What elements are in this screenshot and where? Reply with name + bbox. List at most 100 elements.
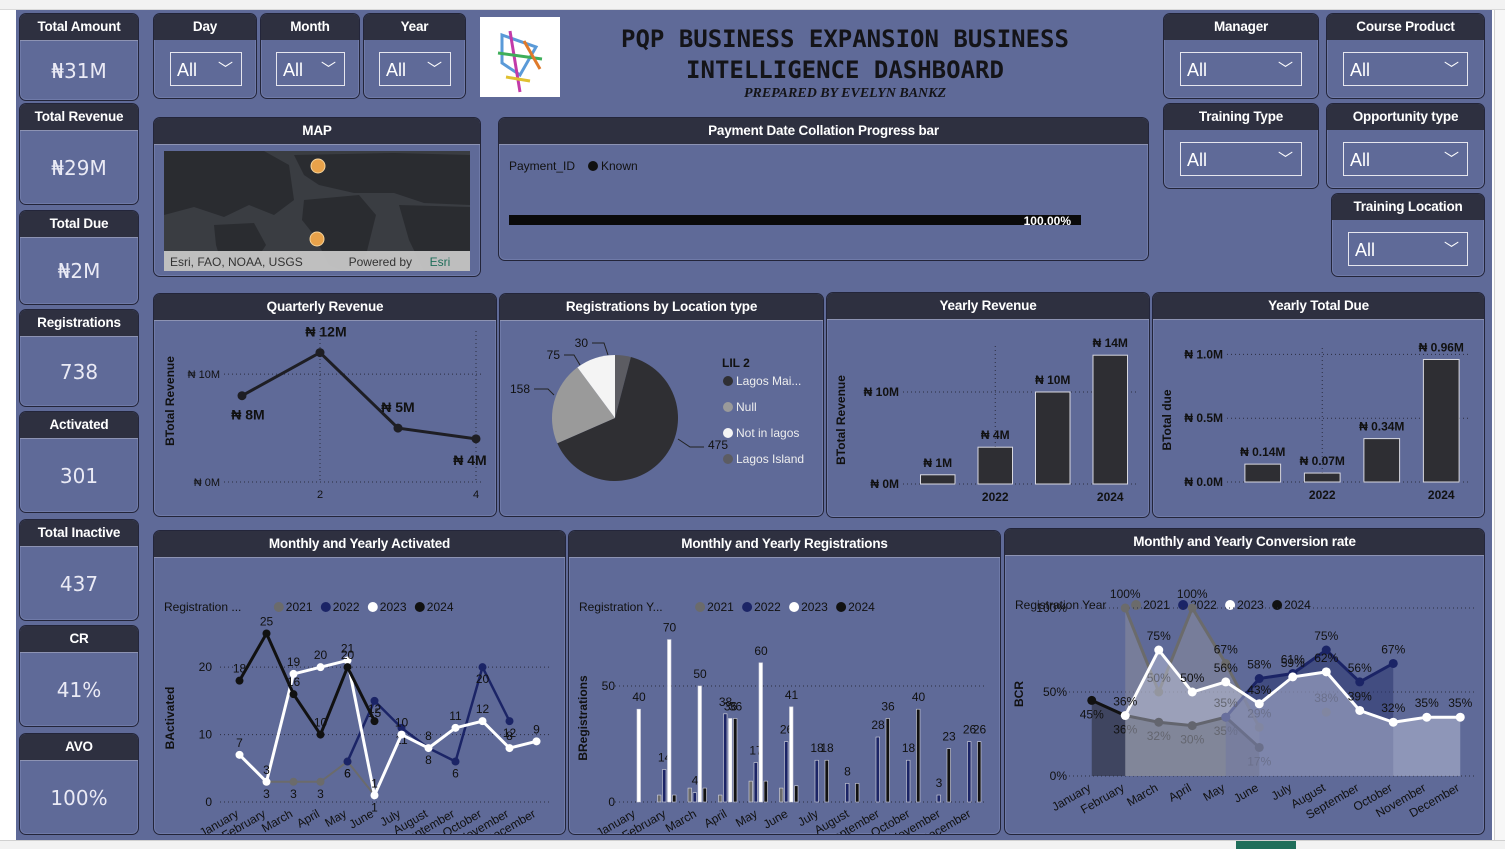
slicer-opportunity-type[interactable]: Opportunity type All ﹀ [1326, 103, 1485, 189]
training-location-dropdown[interactable]: All ﹀ [1348, 232, 1468, 266]
slicer-training-location[interactable]: Training Location All ﹀ [1331, 193, 1485, 277]
data-point [316, 777, 325, 786]
yearly-revenue-chart[interactable]: ₦ 0M ₦ 10M ₦ 1M ₦ 4M ₦ 10M ₦ 14M 2022 2024 BTota… [827, 320, 1150, 518]
yearly-due-panel: Yearly Total Due ₦ 0.0M ₦ 0.5M ₦ 1.0M ₦ 0.1… [1152, 292, 1485, 518]
data-point [316, 663, 325, 672]
data-label: 18 [902, 741, 916, 755]
kpi-card: CR 41% [19, 625, 139, 727]
monthly-activated-chart[interactable]: Registration ... 2021 2022 2023 202401020BAc… [154, 558, 566, 835]
data-point [237, 391, 247, 401]
y-tick-label: 0 [608, 795, 615, 809]
data-label: 40 [632, 690, 646, 704]
slicer-training-type[interactable]: Training Type All ﹀ [1163, 103, 1319, 189]
kpi-card: Total Due ₦2M [19, 210, 139, 305]
x-tick-label: 2022 [982, 490, 1009, 504]
bar [758, 662, 763, 803]
location-pie-chart[interactable]: 475 158 75 30 LIL 2 Lagos Mai... Null Not in la… [500, 321, 824, 517]
kpi-label: Total Inactive [20, 520, 138, 546]
legend-marker [723, 402, 733, 412]
data-label: 10 [314, 716, 328, 730]
y-tick-label: ₦ 10M [864, 385, 899, 399]
data-label: 50% [1147, 671, 1171, 685]
y-tick-label: 100% [1036, 601, 1067, 615]
kpi-value: 301 [59, 463, 99, 488]
slicer-year[interactable]: Year All ﹀ [363, 13, 466, 99]
monthly-registrations-chart[interactable]: Registration Y... 2021 2022 2023 2024 0 50 BReg… [569, 558, 1001, 835]
map-esri-link[interactable]: Esri [430, 255, 451, 269]
data-label: 40 [912, 690, 926, 704]
data-point [1120, 603, 1130, 613]
leader-line [564, 354, 581, 366]
monthly-registrations-panel: Monthly and Yearly Registrations Registr… [568, 530, 1001, 835]
data-point [1154, 687, 1164, 697]
course-product-dropdown[interactable]: All ﹀ [1343, 52, 1468, 86]
data-label: 61% [1281, 653, 1305, 667]
slicer-course-product[interactable]: Course Product All ﹀ [1326, 13, 1485, 99]
yearly-due-chart[interactable]: ₦ 0.0M ₦ 0.5M ₦ 1.0M ₦ 0.14M ₦ 0.07M ₦ 0.34M ₦… [1153, 320, 1485, 518]
data-point [505, 717, 514, 726]
dropdown-value: All [177, 60, 198, 80]
data-label: ₦ 14M [1093, 336, 1128, 350]
progress-legend-item: Known [601, 159, 638, 173]
legend-marker [1131, 600, 1142, 610]
data-label: 56% [1214, 661, 1238, 675]
scrollbar[interactable] [1494, 10, 1505, 840]
data-label: 36 [881, 699, 895, 713]
data-point [1187, 603, 1197, 613]
x-tick-label: 4 [473, 489, 479, 501]
manager-dropdown[interactable]: All ﹀ [1180, 52, 1302, 86]
data-point [393, 423, 403, 433]
map-marker[interactable] [310, 158, 326, 174]
data-point [1321, 667, 1331, 677]
data-label: 12 [503, 726, 517, 740]
data-label: 50 [693, 667, 707, 681]
legend-marker [273, 602, 284, 612]
bar [779, 787, 784, 803]
bar [824, 759, 829, 803]
x-tick-label: June [1231, 780, 1261, 805]
data-point [315, 348, 325, 358]
x-tick-label: March [663, 806, 699, 835]
quarterly-revenue-chart[interactable]: ₦ 0M ₦ 10M 2 4 BTotal Revenue ₦ 8M ₦ 12M ₦ 5M ₦ … [154, 321, 497, 517]
day-dropdown[interactable]: All ﹀ [170, 52, 242, 86]
legend-marker [1272, 600, 1283, 610]
legend-marker [723, 376, 733, 386]
slicer-month[interactable]: Month All ﹀ [260, 13, 360, 99]
slicer-day[interactable]: Day All ﹀ [153, 13, 257, 99]
kpi-value: 41% [56, 677, 102, 702]
data-point [397, 730, 406, 739]
data-point [370, 717, 379, 726]
data-label: ₦ 1M [923, 456, 952, 470]
opportunity-type-dropdown[interactable]: All ﹀ [1343, 142, 1468, 176]
slicer-label: Course Product [1327, 14, 1484, 40]
training-type-dropdown[interactable]: All ﹀ [1180, 142, 1302, 176]
bar [794, 785, 799, 803]
panel-title: Payment Date Collation Progress bar [499, 118, 1148, 144]
data-label: ₦ 4M [981, 428, 1010, 442]
kpi-value: 100% [50, 785, 108, 810]
data-point [1087, 695, 1097, 705]
conversion-rate-chart[interactable]: Registration Year 2021 2022 2023 2024 0% 50% 10… [1005, 556, 1485, 835]
data-label: 19 [287, 655, 301, 669]
month-dropdown[interactable]: All ﹀ [276, 52, 345, 86]
chevron-down-icon: ﹀ [1443, 61, 1459, 78]
map-visual[interactable]: Esri, FAO, NOAA, USGS Powered by Esri [154, 145, 481, 277]
kpi-value: ₦2M [57, 259, 101, 283]
legend-label: 2023 [1237, 598, 1264, 612]
data-label: 67% [1214, 642, 1238, 656]
data-label: 32% [1381, 701, 1405, 715]
data-point [1388, 658, 1398, 668]
bar [1422, 358, 1460, 483]
slicer-manager[interactable]: Manager All ﹀ [1163, 13, 1319, 99]
x-tick-label: May [733, 806, 760, 829]
series-line [238, 630, 376, 738]
legend-marker [1225, 600, 1236, 610]
legend-label: 2022 [1190, 598, 1217, 612]
x-tick-label: April [701, 806, 729, 830]
year-dropdown[interactable]: All ﹀ [379, 52, 451, 86]
map-marker[interactable] [309, 231, 325, 247]
bar [977, 446, 1013, 485]
data-point [1154, 645, 1164, 655]
bar [885, 718, 890, 803]
active-page-tab[interactable] [1236, 841, 1296, 849]
